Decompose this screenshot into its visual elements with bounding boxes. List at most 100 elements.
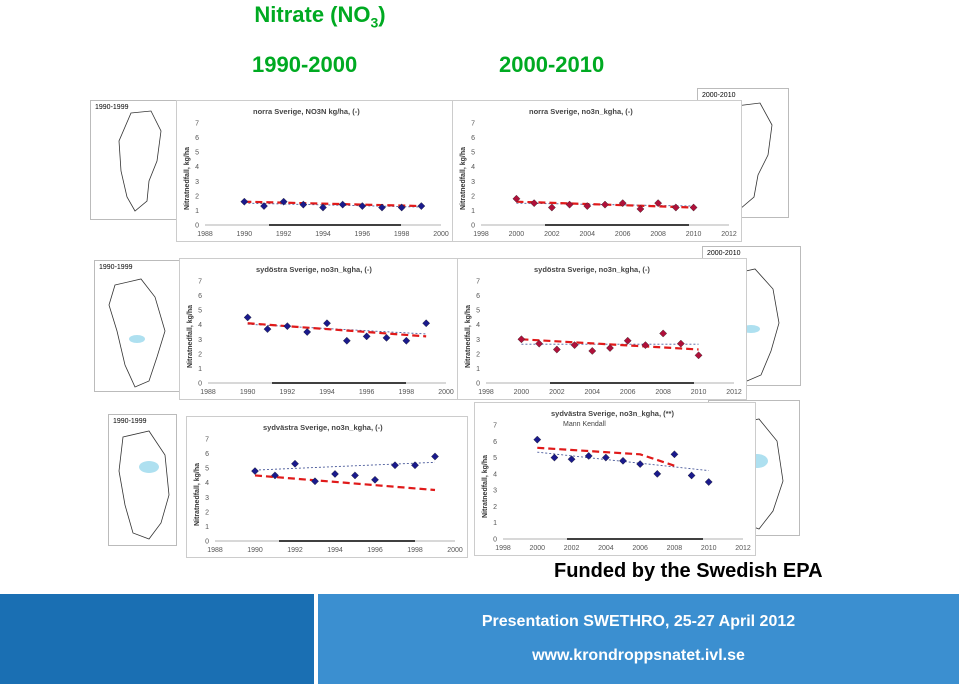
- y-tick-label: 1: [205, 524, 209, 531]
- data-point: [279, 197, 288, 206]
- data-point: [331, 470, 339, 478]
- y-tick-label: 5: [205, 466, 209, 473]
- y-tick-label: 5: [198, 308, 202, 315]
- y-tick-label: 1: [198, 366, 202, 373]
- chart-subtitle: Mann Kendall: [563, 421, 606, 428]
- y-axis-label: Nitratnedfall, kg/ha: [460, 147, 467, 210]
- x-tick-label: 2008: [667, 545, 683, 552]
- data-point: [601, 200, 609, 209]
- x-tick-label: 1998: [394, 231, 410, 238]
- x-tick-label: 1994: [315, 231, 331, 238]
- data-point: [535, 339, 544, 348]
- footer-website-link[interactable]: www.krondroppsnatet.ivl.se: [532, 647, 745, 664]
- y-tick-label: 2: [471, 193, 475, 200]
- data-point: [601, 453, 610, 462]
- y-tick-label: 7: [205, 437, 209, 444]
- y-tick-label: 4: [198, 322, 202, 329]
- y-tick-label: 3: [205, 495, 209, 502]
- x-tick-label: 2000: [509, 231, 525, 238]
- y-tick-label: 3: [476, 337, 480, 344]
- y-tick-label: 2: [198, 351, 202, 358]
- data-point: [694, 351, 703, 360]
- y-tick-label: 4: [471, 164, 475, 171]
- sweden-map: 1990-1999: [108, 414, 177, 546]
- y-tick-label: 7: [471, 121, 475, 128]
- y-axis-label: Nitratnedfall, kg/ha: [184, 147, 191, 210]
- x-tick-label: 2004: [598, 545, 614, 552]
- x-tick-label: 1996: [355, 231, 371, 238]
- data-point: [567, 455, 576, 464]
- data-point: [570, 341, 579, 349]
- sweden-map-outline: [118, 430, 170, 540]
- x-tick-label: 2000: [514, 389, 530, 396]
- y-tick-label: 1: [471, 208, 475, 215]
- x-tick-label: 1992: [280, 389, 296, 396]
- x-tick-label: 1994: [327, 547, 343, 554]
- y-tick-label: 3: [198, 337, 202, 344]
- x-tick-label: 2000: [529, 545, 545, 552]
- y-tick-label: 4: [195, 164, 199, 171]
- x-tick-label: 1998: [495, 545, 511, 552]
- x-tick-label: 1998: [407, 547, 423, 554]
- period-left-label: 1990-2000: [252, 52, 358, 77]
- data-point: [371, 475, 379, 484]
- fit-line: [537, 451, 709, 472]
- y-tick-label: 5: [476, 308, 480, 315]
- y-tick-label: 2: [205, 509, 209, 516]
- data-point: [641, 341, 650, 349]
- data-point: [659, 329, 668, 338]
- x-tick-label: 2000: [433, 231, 449, 238]
- data-point: [547, 203, 556, 212]
- x-tick-label: 2000: [447, 547, 463, 554]
- x-tick-label: 2012: [726, 389, 742, 396]
- x-tick-label: 1992: [276, 231, 292, 238]
- x-tick-label: 2010: [691, 389, 707, 396]
- data-point: [530, 199, 539, 208]
- data-point: [606, 344, 614, 352]
- x-tick-label: 1998: [399, 389, 415, 396]
- data-point: [618, 199, 627, 208]
- y-tick-label: 2: [476, 351, 480, 358]
- y-tick-label: 0: [195, 223, 199, 230]
- x-tick-label: 2000: [438, 389, 454, 396]
- x-tick-label: 2008: [655, 389, 671, 396]
- data-point: [588, 347, 597, 355]
- y-tick-label: 7: [493, 423, 497, 430]
- trend-line: [537, 446, 675, 467]
- y-tick-label: 3: [471, 179, 475, 186]
- x-tick-label: 1998: [473, 231, 489, 238]
- x-tick-label: 2002: [549, 389, 565, 396]
- data-point: [687, 471, 696, 480]
- data-point: [431, 452, 439, 461]
- data-point: [704, 478, 713, 486]
- map-label: 2000-2010: [702, 92, 736, 99]
- chart-title: sydöstra Sverige, no3n_kgha, (-): [534, 265, 650, 274]
- x-tick-label: 1998: [478, 389, 494, 396]
- y-tick-label: 0: [205, 539, 209, 546]
- x-tick-label: 2012: [735, 545, 751, 552]
- data-point: [391, 461, 399, 470]
- x-tick-label: 2004: [579, 231, 595, 238]
- x-tick-label: 2008: [650, 231, 666, 238]
- y-tick-label: 3: [493, 488, 497, 495]
- x-tick-label: 1990: [240, 389, 256, 396]
- y-tick-label: 6: [471, 135, 475, 142]
- x-tick-label: 1996: [359, 389, 375, 396]
- y-tick-label: 5: [493, 455, 497, 462]
- map-label: 2000-2010: [707, 250, 741, 257]
- data-point: [533, 435, 542, 444]
- x-tick-label: 2006: [632, 545, 648, 552]
- x-tick-label: 2002: [564, 545, 580, 552]
- x-tick-label: 2012: [721, 231, 737, 238]
- y-axis-label: Nitratnedfall, kg/ha: [194, 463, 201, 526]
- sweden-map: 1990-1999: [90, 100, 178, 220]
- data-point: [351, 471, 359, 480]
- sweden-map: 1990-1999: [94, 260, 180, 392]
- data-point: [623, 336, 632, 345]
- nitrate-chart-southwest-2000s: sydvästra Sverige, no3n_kgha, (**) Mann K…: [474, 402, 756, 556]
- y-tick-label: 6: [493, 439, 497, 446]
- x-tick-label: 2002: [544, 231, 560, 238]
- data-point: [303, 328, 312, 336]
- fit-line: [244, 202, 422, 208]
- data-point: [422, 319, 431, 328]
